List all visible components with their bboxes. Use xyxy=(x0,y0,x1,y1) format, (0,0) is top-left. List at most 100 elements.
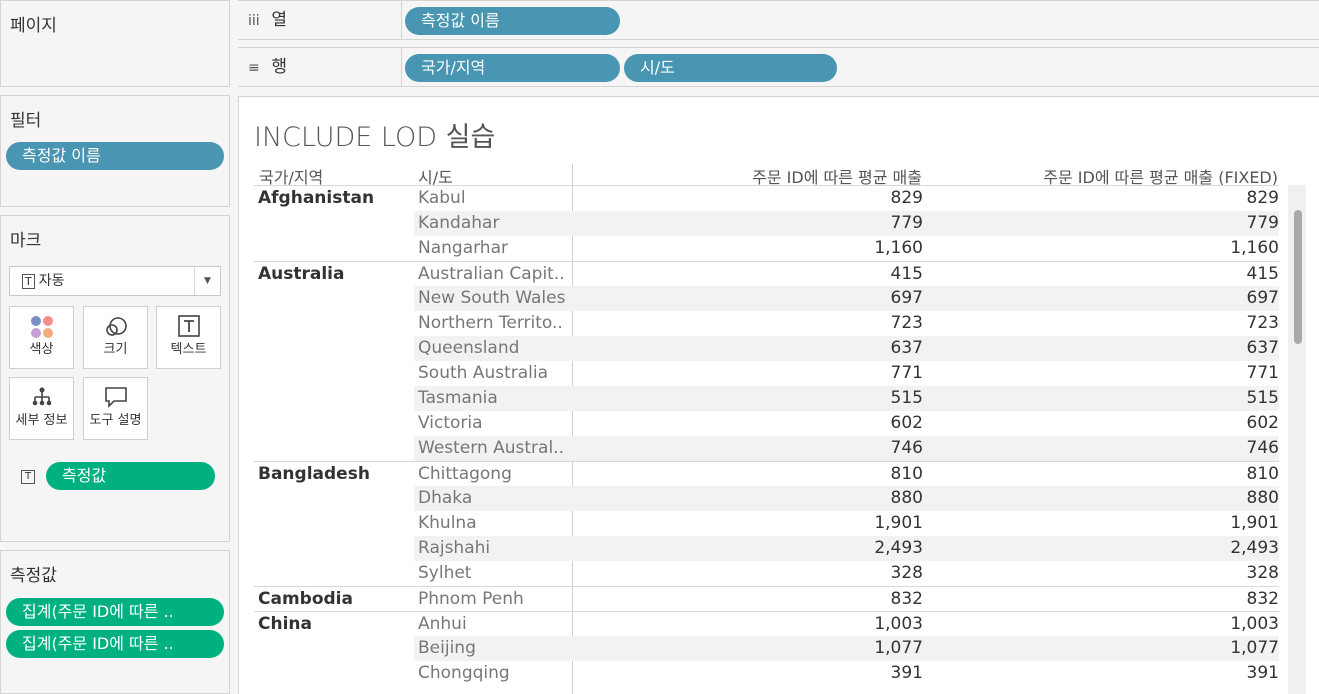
avg-sales-fixed-cell[interactable]: 391 xyxy=(1246,663,1279,683)
table-row[interactable]: Nangarhar 1,160 1,160 xyxy=(254,236,1279,261)
state-cell[interactable]: Tasmania xyxy=(418,388,498,408)
avg-sales-cell[interactable]: 1,901 xyxy=(874,513,923,533)
avg-sales-fixed-cell[interactable]: 328 xyxy=(1246,563,1279,583)
measure-pill-2[interactable]: 집계(주문 ID에 따른 .. xyxy=(6,630,224,658)
avg-sales-cell[interactable]: 1,003 xyxy=(874,614,923,634)
scrollbar-thumb[interactable] xyxy=(1294,210,1302,344)
table-row[interactable]: Kandahar 779 779 xyxy=(254,211,1279,236)
avg-sales-fixed-cell[interactable]: 829 xyxy=(1246,188,1279,208)
state-cell[interactable]: South Australia xyxy=(418,363,549,383)
state-cell[interactable]: Chongqing xyxy=(418,663,510,683)
table-row[interactable]: Queensland 637 637 xyxy=(254,336,1279,361)
avg-sales-fixed-cell[interactable]: 810 xyxy=(1246,464,1279,484)
state-cell[interactable]: Dhaka xyxy=(418,488,473,508)
table-row[interactable]: Victoria 602 602 xyxy=(254,411,1279,436)
avg-sales-fixed-cell[interactable]: 880 xyxy=(1246,488,1279,508)
table-row[interactable]: South Australia 771 771 xyxy=(254,361,1279,386)
avg-sales-fixed-cell[interactable]: 415 xyxy=(1246,264,1279,284)
table-row[interactable]: Sylhet 328 328 xyxy=(254,561,1279,586)
state-cell[interactable]: Rajshahi xyxy=(418,538,491,558)
table-row[interactable]: Australia Australian Capit.. 415 415 xyxy=(254,261,1279,286)
avg-sales-fixed-cell[interactable]: 2,493 xyxy=(1230,538,1279,558)
table-row[interactable]: Khulna 1,901 1,901 xyxy=(254,511,1279,536)
country-cell[interactable]: Cambodia xyxy=(258,589,353,609)
state-cell[interactable]: Khulna xyxy=(418,513,477,533)
state-cell[interactable]: Chittagong xyxy=(418,464,512,484)
avg-sales-fixed-cell[interactable]: 832 xyxy=(1246,589,1279,609)
table-row[interactable]: Beijing 1,077 1,077 xyxy=(254,636,1279,661)
table-row[interactable]: Cambodia Phnom Penh 832 832 xyxy=(254,586,1279,611)
table-row[interactable]: Bangladesh Chittagong 810 810 xyxy=(254,461,1279,486)
avg-sales-fixed-cell[interactable]: 1,160 xyxy=(1230,238,1279,258)
state-cell[interactable]: Victoria xyxy=(418,413,483,433)
table-row[interactable]: Dhaka 880 880 xyxy=(254,486,1279,511)
avg-sales-fixed-cell[interactable]: 746 xyxy=(1246,438,1279,458)
avg-sales-fixed-cell[interactable]: 1,077 xyxy=(1230,638,1279,658)
country-cell[interactable]: Afghanistan xyxy=(258,188,375,208)
avg-sales-fixed-cell[interactable]: 1,003 xyxy=(1230,614,1279,634)
avg-sales-cell[interactable]: 328 xyxy=(890,563,923,583)
country-cell[interactable]: China xyxy=(258,614,312,634)
chevron-down-icon[interactable]: ▼ xyxy=(194,267,220,295)
filters-card[interactable]: 필터 측정값 이름 xyxy=(0,95,230,207)
measure-pill-1[interactable]: 집계(주문 ID에 따른 .. xyxy=(6,598,224,626)
avg-sales-cell[interactable]: 771 xyxy=(890,363,923,383)
avg-sales-fixed-cell[interactable]: 771 xyxy=(1246,363,1279,383)
avg-sales-cell[interactable]: 2,493 xyxy=(874,538,923,558)
table-row[interactable]: Tasmania 515 515 xyxy=(254,386,1279,411)
avg-sales-cell[interactable]: 391 xyxy=(890,663,923,683)
state-cell[interactable]: Beijing xyxy=(418,638,476,658)
country-cell[interactable]: Australia xyxy=(258,264,345,284)
text-encoding-pill[interactable]: 측정값 xyxy=(46,462,215,490)
avg-sales-cell[interactable]: 746 xyxy=(890,438,923,458)
avg-sales-cell[interactable]: 779 xyxy=(890,213,923,233)
avg-sales-fixed-cell[interactable]: 697 xyxy=(1246,288,1279,308)
header-avg-sales-fixed[interactable]: 주문 ID에 따른 평균 매출 (FIXED) xyxy=(1043,168,1278,187)
avg-sales-fixed-cell[interactable]: 602 xyxy=(1246,413,1279,433)
avg-sales-cell[interactable]: 637 xyxy=(890,338,923,358)
header-country[interactable]: 국가/지역 xyxy=(259,168,324,187)
avg-sales-fixed-cell[interactable]: 1,901 xyxy=(1230,513,1279,533)
text-button[interactable]: 텍스트 xyxy=(156,306,221,369)
size-button[interactable]: 크기 xyxy=(83,306,148,369)
state-cell[interactable]: Queensland xyxy=(418,338,520,358)
avg-sales-cell[interactable]: 602 xyxy=(890,413,923,433)
rows-pill-state[interactable]: 시/도 xyxy=(624,54,837,82)
avg-sales-fixed-cell[interactable]: 779 xyxy=(1246,213,1279,233)
table-row[interactable]: Rajshahi 2,493 2,493 xyxy=(254,536,1279,561)
columns-pill-measure-names[interactable]: 측정값 이름 xyxy=(405,7,620,35)
table-row[interactable]: New South Wales 697 697 xyxy=(254,286,1279,311)
avg-sales-fixed-cell[interactable]: 723 xyxy=(1246,313,1279,333)
avg-sales-cell[interactable]: 810 xyxy=(890,464,923,484)
state-cell[interactable]: New South Wales xyxy=(418,288,566,308)
avg-sales-cell[interactable]: 697 xyxy=(890,288,923,308)
avg-sales-cell[interactable]: 829 xyxy=(890,188,923,208)
state-cell[interactable]: Northern Territo.. xyxy=(418,313,563,333)
table-row[interactable]: China Anhui 1,003 1,003 xyxy=(254,611,1279,636)
state-cell[interactable]: Kandahar xyxy=(418,213,500,233)
header-state[interactable]: 시/도 xyxy=(418,168,453,187)
avg-sales-cell[interactable]: 1,160 xyxy=(874,238,923,258)
state-cell[interactable]: Phnom Penh xyxy=(418,589,524,609)
state-cell[interactable]: Australian Capit.. xyxy=(418,264,565,284)
mark-type-dropdown[interactable]: T 자동 ▼ xyxy=(9,266,221,296)
table-row[interactable]: Western Austral.. 746 746 xyxy=(254,436,1279,461)
rows-shelf[interactable]: ≡ 행 국가/지역 시/도 xyxy=(238,47,1319,87)
rows-pill-country[interactable]: 국가/지역 xyxy=(405,54,620,82)
table-row[interactable]: Afghanistan Kabul 829 829 xyxy=(254,186,1279,211)
table-row[interactable]: Northern Territo.. 723 723 xyxy=(254,311,1279,336)
detail-button[interactable]: 세부 정보 xyxy=(9,377,74,440)
header-avg-sales[interactable]: 주문 ID에 따른 평균 매출 xyxy=(752,168,922,187)
avg-sales-fixed-cell[interactable]: 515 xyxy=(1246,388,1279,408)
state-cell[interactable]: Sylhet xyxy=(418,563,472,583)
country-cell[interactable]: Bangladesh xyxy=(258,464,370,484)
avg-sales-cell[interactable]: 832 xyxy=(890,589,923,609)
state-cell[interactable]: Western Austral.. xyxy=(418,438,564,458)
state-cell[interactable]: Nangarhar xyxy=(418,238,508,258)
filter-pill-measure-names[interactable]: 측정값 이름 xyxy=(6,142,224,170)
state-cell[interactable]: Anhui xyxy=(418,614,467,634)
avg-sales-cell[interactable]: 415 xyxy=(890,264,923,284)
table-row[interactable]: Chongqing 391 391 xyxy=(254,661,1279,686)
avg-sales-cell[interactable]: 880 xyxy=(890,488,923,508)
avg-sales-cell[interactable]: 515 xyxy=(890,388,923,408)
